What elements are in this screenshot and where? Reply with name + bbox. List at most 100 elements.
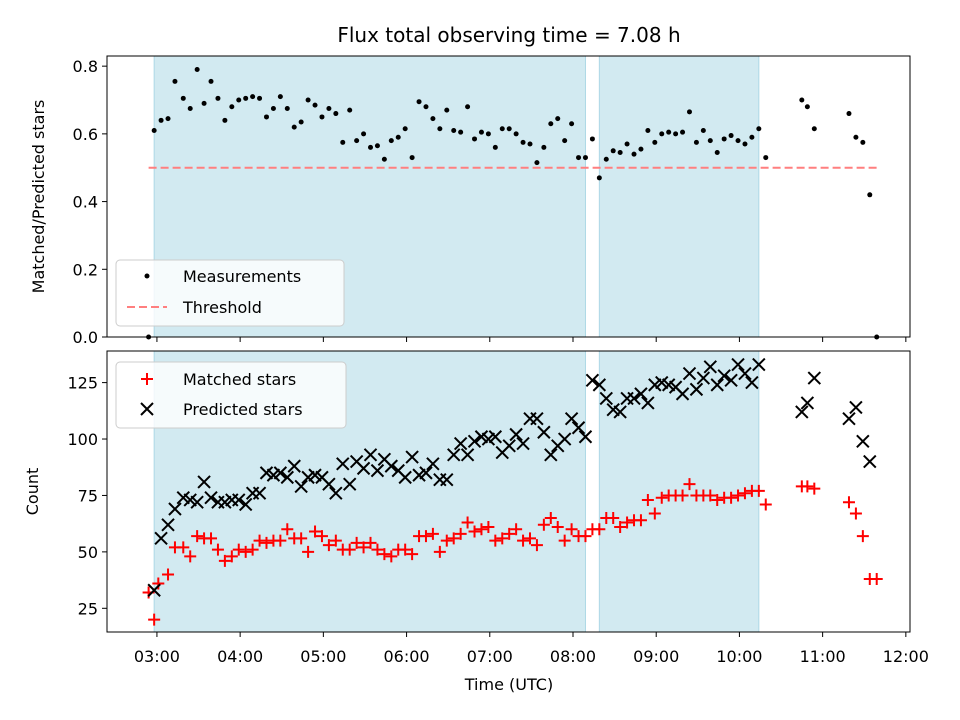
legend-matched-label: Matched stars (183, 370, 296, 389)
measurement-point (513, 131, 519, 137)
matched-stars-point (162, 568, 175, 581)
matched-stars-point (468, 525, 481, 538)
measurement-point (158, 117, 164, 123)
matched-stars-point (801, 480, 814, 493)
matched-stars-point (648, 507, 661, 520)
matched-stars-point (634, 514, 647, 527)
predicted-stars-point (795, 405, 809, 419)
matched-stars-point (148, 613, 161, 626)
measurement-point (368, 144, 374, 150)
matched-stars-point (329, 534, 342, 547)
legend-measurements-marker (144, 273, 150, 279)
matched-stars-point (551, 521, 564, 534)
predicted-stars-point (161, 518, 175, 532)
legend-predicted-marker (140, 402, 154, 416)
measurement-point (541, 144, 547, 150)
predicted-stars-point (322, 477, 336, 491)
matched-stars-point (523, 532, 536, 545)
matched-stars-point (246, 543, 259, 556)
matched-stars-point (309, 525, 322, 538)
measurement-point (707, 138, 713, 144)
matched-stars-point (184, 550, 197, 563)
count-panel-frame (106, 350, 911, 633)
matched-stars-point (683, 478, 696, 491)
matched-stars-point (621, 516, 634, 529)
matched-stars-point (641, 493, 654, 506)
measurement-point (319, 114, 325, 120)
predicted-stars-point (190, 495, 204, 509)
legend-matched-marker (141, 373, 153, 385)
measurement-point (666, 129, 672, 135)
predicted-stars-point (703, 360, 717, 374)
chart-title: Flux total observing time = 7.08 h (337, 23, 680, 47)
measurement-point (728, 133, 734, 139)
predicted-stars-point (675, 387, 690, 401)
measurement-point (430, 116, 436, 122)
measurement-point (693, 139, 699, 145)
matched-stars-point (704, 489, 717, 502)
measurement-point (409, 155, 415, 161)
measurement-point (444, 107, 450, 113)
predicted-stars-point (419, 466, 433, 480)
measurement-point (749, 134, 755, 140)
predicted-stars-point (488, 430, 503, 444)
x-tick-label: 04:00 (217, 647, 263, 666)
predicted-stars-point (204, 490, 218, 505)
predicted-stars-point (745, 375, 759, 390)
matched-stars-point (496, 532, 509, 545)
predicted-stars-point (634, 387, 648, 401)
measurement-point (576, 155, 582, 161)
matched-stars-point (371, 543, 384, 556)
measurement-point (527, 141, 533, 147)
predicted-stars-point (447, 448, 461, 462)
predicted-stars-point (370, 463, 385, 478)
matched-stars-point (218, 554, 231, 567)
matched-stars-point (759, 498, 772, 511)
matched-stars-point (842, 496, 855, 509)
measurement-point (180, 95, 186, 101)
matched-stars-point (870, 572, 883, 585)
measurement-point (763, 155, 769, 161)
matched-stars-point (579, 530, 592, 543)
measurement-point (582, 155, 588, 161)
predicted-stars-point (342, 477, 357, 491)
predicted-stars-point (405, 450, 419, 464)
predicted-stars-point (627, 391, 641, 406)
matched-stars-point (177, 541, 190, 554)
predicted-stars-point (384, 459, 399, 473)
measurement-point (624, 141, 630, 147)
matched-stars-point (856, 530, 869, 543)
predicted-stars-point (544, 448, 558, 462)
predicted-stars-point (453, 436, 468, 451)
measurement-point (617, 149, 623, 155)
x-tick-label: 06:00 (384, 647, 430, 666)
measurement-point (326, 105, 332, 111)
matched-stars-point (475, 523, 488, 536)
measurement-point (423, 104, 429, 110)
predicted-stars-point (752, 357, 766, 372)
measurement-point (172, 78, 178, 84)
count-legend: Matched stars Predicted stars (115, 361, 347, 429)
predicted-stars-point (336, 457, 350, 471)
predicted-stars-point (807, 371, 822, 385)
matched-stars-point (482, 521, 495, 534)
predicted-stars-point (537, 425, 551, 439)
predicted-stars-point (440, 472, 454, 487)
predicted-stars-point (599, 391, 613, 406)
predicted-stars-point (849, 400, 863, 415)
predicted-stars-point (398, 470, 412, 485)
matched-stars-point (253, 534, 266, 547)
measurement-point (194, 67, 200, 73)
matched-stars-point (426, 527, 439, 540)
matched-stars-point (510, 523, 523, 536)
predicted-stars-point (592, 378, 607, 392)
count-y-tick-label: 25 (78, 599, 98, 618)
matched-stars-point (295, 532, 308, 545)
measurement-point (673, 131, 679, 137)
measurement-point (631, 151, 637, 157)
predicted-stars-point (738, 366, 752, 381)
ratio-y-tick-label: 0.6 (73, 125, 98, 144)
measurement-point (263, 114, 269, 120)
measurement-point (437, 126, 443, 132)
